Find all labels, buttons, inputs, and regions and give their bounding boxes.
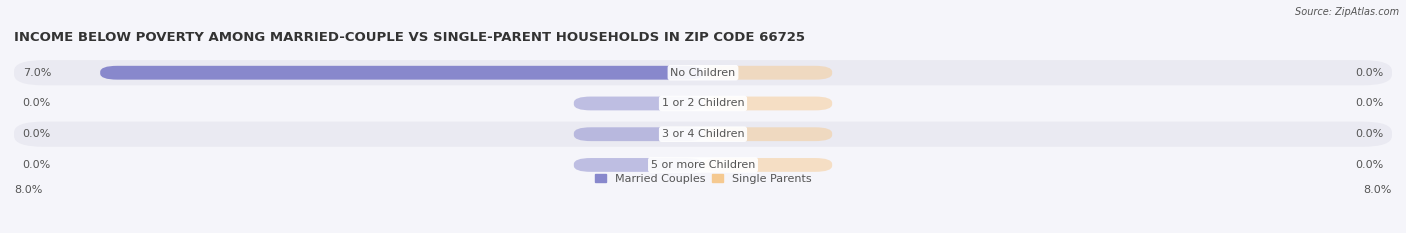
FancyBboxPatch shape	[14, 122, 1392, 147]
Text: 0.0%: 0.0%	[1355, 129, 1384, 139]
FancyBboxPatch shape	[703, 96, 832, 110]
FancyBboxPatch shape	[14, 91, 1392, 116]
Text: 3 or 4 Children: 3 or 4 Children	[662, 129, 744, 139]
FancyBboxPatch shape	[703, 127, 832, 141]
Text: 8.0%: 8.0%	[14, 185, 42, 195]
FancyBboxPatch shape	[574, 96, 703, 110]
FancyBboxPatch shape	[574, 158, 703, 172]
Text: 0.0%: 0.0%	[1355, 160, 1384, 170]
Text: 0.0%: 0.0%	[22, 160, 51, 170]
Text: 8.0%: 8.0%	[1364, 185, 1392, 195]
Text: 5 or more Children: 5 or more Children	[651, 160, 755, 170]
Text: 0.0%: 0.0%	[1355, 99, 1384, 109]
Legend: Married Couples, Single Parents: Married Couples, Single Parents	[591, 169, 815, 188]
Text: 0.0%: 0.0%	[22, 129, 51, 139]
Text: 0.0%: 0.0%	[1355, 68, 1384, 78]
FancyBboxPatch shape	[703, 66, 832, 80]
FancyBboxPatch shape	[574, 127, 703, 141]
Text: 7.0%: 7.0%	[22, 68, 51, 78]
FancyBboxPatch shape	[703, 158, 832, 172]
Text: Source: ZipAtlas.com: Source: ZipAtlas.com	[1295, 7, 1399, 17]
Text: 1 or 2 Children: 1 or 2 Children	[662, 99, 744, 109]
FancyBboxPatch shape	[100, 66, 703, 80]
FancyBboxPatch shape	[14, 60, 1392, 85]
Text: INCOME BELOW POVERTY AMONG MARRIED-COUPLE VS SINGLE-PARENT HOUSEHOLDS IN ZIP COD: INCOME BELOW POVERTY AMONG MARRIED-COUPL…	[14, 31, 806, 44]
FancyBboxPatch shape	[14, 152, 1392, 178]
Text: No Children: No Children	[671, 68, 735, 78]
Text: 0.0%: 0.0%	[22, 99, 51, 109]
